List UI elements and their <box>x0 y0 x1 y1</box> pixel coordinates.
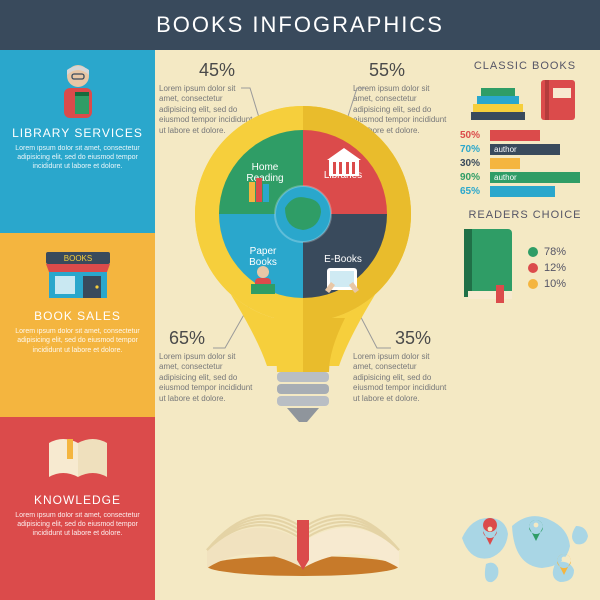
right-column: CLASSIC BOOKS 50% 70% author <box>450 50 600 600</box>
open-book-large-icon <box>193 450 413 580</box>
card-book-sales: BOOKS BOOK SALES Lorem ipsum dolor sit a… <box>0 233 155 416</box>
readers-choice-title: READERS CHOICE <box>460 209 590 221</box>
world-map-icon <box>456 502 594 592</box>
bar-fill: author <box>490 172 580 183</box>
header-bar: BOOKS INFOGRAPHICS <box>0 0 600 50</box>
bar-fill: author <box>490 144 560 155</box>
left-column: LIBRARY SERVICES Lorem ipsum dolor sit a… <box>0 50 155 600</box>
readers-block: 78% 12% 10% <box>460 227 590 303</box>
bar-pct: 65% <box>460 186 490 197</box>
librarian-icon <box>50 60 106 122</box>
classic-bars: 50% 70% author 30% 90% author 65% <box>460 130 590 197</box>
card-title: BOOK SALES <box>34 309 121 323</box>
bookstore-icon: BOOKS <box>43 243 113 305</box>
card-title: KNOWLEDGE <box>34 493 121 507</box>
reader-row: 12% <box>528 262 566 274</box>
bar-pct: 50% <box>460 130 490 141</box>
page-title: BOOKS INFOGRAPHICS <box>156 12 444 38</box>
book-stack-icon <box>461 78 589 124</box>
bar-pct: 30% <box>460 158 490 169</box>
dot-icon <box>528 247 538 257</box>
card-body: Lorem ipsum dolor sit amet, consectetur … <box>10 327 145 354</box>
open-book-icon <box>43 427 113 489</box>
bar-pct: 70% <box>460 144 490 155</box>
reader-row: 10% <box>528 278 566 290</box>
card-title: LIBRARY SERVICES <box>12 126 143 140</box>
bar-row: 30% <box>460 158 590 169</box>
seg-label-paper-books: PaperBooks <box>249 246 277 268</box>
center-panel: 45% 55% 65% 35% Lorem ipsum dolor sit am… <box>155 50 450 600</box>
svg-text:BOOKS: BOOKS <box>63 254 91 263</box>
bar-row: 90% author <box>460 172 590 183</box>
reader-pct: 12% <box>544 262 566 274</box>
infographic-canvas: BOOKS INFOGRAPHICS LIBRARY SERVICES Lore… <box>0 0 600 600</box>
bar-row: 50% <box>460 130 590 141</box>
reader-pct: 10% <box>544 278 566 290</box>
dot-icon <box>528 263 538 273</box>
bar-row: 65% <box>460 186 590 197</box>
green-book-icon <box>460 227 518 303</box>
bar-pct: 90% <box>460 172 490 183</box>
reader-row: 78% <box>528 246 566 258</box>
reader-pct: 78% <box>544 246 566 258</box>
bar-fill <box>490 130 540 141</box>
seg-label-home-reading: HomeReading <box>246 162 283 184</box>
bulb-chart: HomeReading Libraries PaperBooks E-Books <box>155 50 450 480</box>
card-body: Lorem ipsum dolor sit amet, consectetur … <box>10 144 145 171</box>
card-body: Lorem ipsum dolor sit amet, consectetur … <box>10 511 145 538</box>
seg-label-ebooks: E-Books <box>324 254 362 265</box>
bar-fill <box>490 186 555 197</box>
card-library-services: LIBRARY SERVICES Lorem ipsum dolor sit a… <box>0 50 155 233</box>
bar-fill <box>490 158 520 169</box>
classic-books-title: CLASSIC BOOKS <box>460 60 590 72</box>
dot-icon <box>528 279 538 289</box>
bar-row: 70% author <box>460 144 590 155</box>
card-knowledge: KNOWLEDGE Lorem ipsum dolor sit amet, co… <box>0 417 155 600</box>
